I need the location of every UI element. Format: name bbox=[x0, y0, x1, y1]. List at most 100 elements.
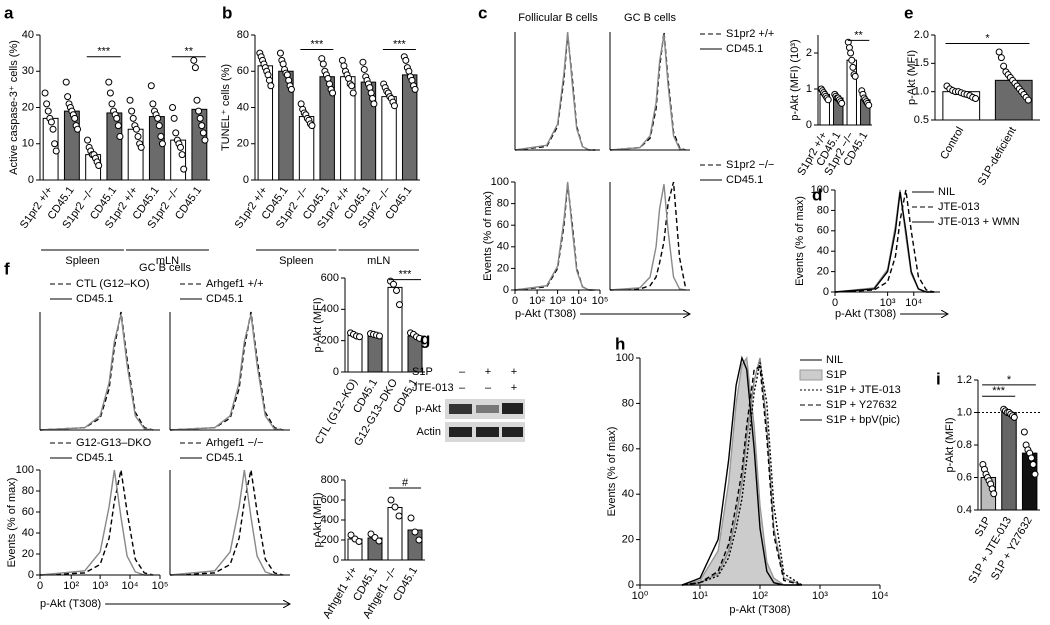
y-axis-label: p-Akt (MFI) (10³) bbox=[789, 39, 801, 120]
data-point bbox=[108, 100, 116, 108]
data-point bbox=[84, 136, 92, 144]
blot-band bbox=[449, 427, 472, 437]
x-tick-label: 10³ bbox=[880, 297, 896, 309]
data-point bbox=[849, 63, 857, 71]
x-tick-label: 0 bbox=[832, 297, 838, 309]
significance-label: *** bbox=[393, 38, 407, 50]
panel-letter: c bbox=[478, 3, 487, 22]
blot-band bbox=[476, 405, 499, 413]
data-point bbox=[62, 78, 70, 86]
data-point bbox=[105, 78, 113, 86]
data-point bbox=[51, 140, 59, 148]
x-axis-label: p-Akt (T308) bbox=[835, 308, 896, 320]
y-tick-label: 0 bbox=[628, 579, 634, 591]
y-tick-label: 200 bbox=[321, 335, 339, 347]
y-tick-label: 20 bbox=[22, 548, 34, 560]
x-tick-label: 10⁴ bbox=[872, 590, 889, 602]
subplot-title: GC B cells bbox=[624, 12, 676, 24]
data-point bbox=[126, 96, 134, 104]
data-point bbox=[191, 64, 199, 72]
histogram-curve bbox=[514, 181, 596, 291]
y-tick-label: 0 bbox=[503, 284, 509, 296]
y-tick-label: 40 bbox=[22, 527, 34, 539]
condition-label: S1P bbox=[412, 366, 433, 378]
y-tick-label: 80 bbox=[622, 397, 634, 409]
data-point bbox=[116, 133, 124, 140]
histogram-curve bbox=[681, 355, 802, 586]
data-point bbox=[177, 143, 185, 151]
data-point bbox=[865, 101, 873, 109]
data-point bbox=[196, 114, 204, 122]
data-point bbox=[847, 49, 855, 57]
panel-letter: b bbox=[222, 3, 232, 22]
data-point bbox=[1010, 413, 1018, 421]
y-tick-label: 20 bbox=[22, 101, 34, 113]
x-tick-label: 10⁴ bbox=[122, 580, 139, 592]
y-tick-label: 0.6 bbox=[957, 471, 972, 483]
data-point bbox=[359, 58, 367, 66]
x-axis-label: p-Akt (T308) bbox=[729, 604, 790, 616]
y-tick-label: 800 bbox=[321, 474, 339, 486]
y-tick-label: 0.5 bbox=[914, 114, 929, 126]
data-point bbox=[391, 503, 399, 511]
data-point bbox=[1020, 428, 1028, 436]
bar bbox=[63, 110, 80, 181]
y-tick-label: 40 bbox=[22, 29, 34, 41]
data-point bbox=[1000, 62, 1008, 70]
x-tick-label: 10³ bbox=[92, 580, 108, 592]
data-point bbox=[387, 496, 395, 504]
histogram-curve bbox=[609, 184, 686, 291]
data-point bbox=[155, 122, 163, 130]
y-tick-label: 1.2 bbox=[957, 374, 972, 386]
legend-label: G12-G13–DKO bbox=[76, 437, 152, 449]
data-point bbox=[190, 56, 198, 64]
group-label: Spleen bbox=[279, 255, 313, 267]
y-tick-label: 200 bbox=[321, 534, 339, 546]
legend-label: CD45.1 bbox=[76, 452, 113, 464]
condition-mark: + bbox=[511, 366, 517, 378]
y-tick-label: 0 bbox=[243, 174, 249, 186]
panel-letter: g bbox=[420, 329, 430, 348]
y-tick-label: 40 bbox=[237, 101, 249, 113]
bar bbox=[387, 286, 403, 373]
category-label: Control bbox=[938, 125, 966, 162]
y-tick-label: 0 bbox=[333, 366, 339, 378]
legend-label: S1P + Y27632 bbox=[826, 399, 897, 411]
data-point bbox=[180, 165, 188, 173]
data-point bbox=[158, 140, 166, 148]
data-point bbox=[356, 333, 363, 341]
panel-letter: e bbox=[904, 3, 913, 22]
x-tick-label: 10⁴ bbox=[905, 297, 922, 309]
legend-label: CTL (G12–KO) bbox=[76, 278, 150, 290]
legend-label: S1pr2 −/− bbox=[726, 159, 774, 171]
legend-label: JTE-013 bbox=[938, 201, 980, 213]
y-tick-label: 400 bbox=[321, 303, 339, 315]
data-point bbox=[851, 72, 859, 80]
bar bbox=[1001, 412, 1017, 511]
data-point bbox=[172, 129, 180, 137]
y-tick-label: 1.0 bbox=[957, 406, 972, 418]
x-axis-label: p-Akt (T308) bbox=[515, 308, 576, 320]
blot-band bbox=[476, 427, 499, 437]
y-tick-label: 2.0 bbox=[914, 29, 929, 41]
y-tick-label: 60 bbox=[497, 219, 509, 231]
y-tick-label: 1.0 bbox=[914, 86, 929, 98]
y-tick-label: 0 bbox=[333, 554, 339, 566]
x-tick-label: 10¹ bbox=[692, 590, 708, 602]
y-tick-label: 80 bbox=[497, 198, 509, 210]
y-tick-label: 60 bbox=[22, 506, 34, 518]
y-tick-label: 60 bbox=[622, 443, 634, 455]
legend-label: CD45.1 bbox=[726, 43, 763, 55]
y-tick-label: 40 bbox=[497, 241, 509, 253]
x-tick-label: 10⁴ bbox=[570, 295, 587, 307]
western-blot bbox=[445, 399, 525, 442]
data-point bbox=[201, 136, 209, 144]
category-label: S1P bbox=[973, 515, 994, 539]
data-point bbox=[411, 528, 419, 536]
y-tick-label: 80 bbox=[237, 29, 249, 41]
y-tick-label: 0 bbox=[28, 174, 34, 186]
legend-label: Arhgef1 −/− bbox=[206, 437, 264, 449]
band-label: p-Akt bbox=[415, 403, 441, 415]
x-tick-label: 10² bbox=[752, 590, 768, 602]
histogram-curve bbox=[834, 189, 935, 293]
